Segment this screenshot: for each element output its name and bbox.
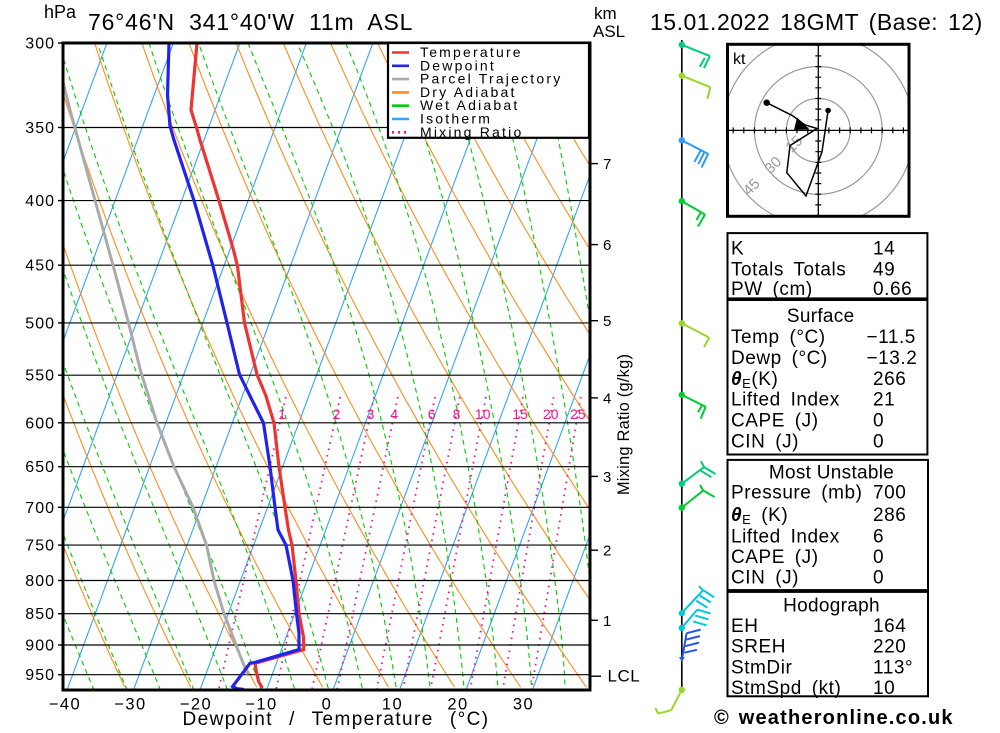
svg-text:5: 5 [603,313,611,330]
svg-text:14: 14 [873,238,895,259]
svg-text:750: 750 [25,538,55,555]
svg-text:CAPE (J): CAPE (J) [731,547,819,568]
svg-text:113°: 113° [873,658,913,679]
svg-text:0: 0 [873,410,884,431]
svg-text:Wet Adiabat: Wet Adiabat [420,97,519,113]
svg-text:21: 21 [873,390,895,411]
svg-text:700: 700 [25,500,55,517]
svg-text:StmDir: StmDir [731,658,792,679]
svg-text:1: 1 [603,613,611,630]
svg-text:Pressure (mb): Pressure (mb) [731,483,863,504]
svg-text:164: 164 [873,616,906,637]
svg-text:−30: −30 [114,696,147,714]
svg-text:−20: −20 [180,696,213,714]
svg-text:Most Unstable: Most Unstable [769,463,894,484]
svg-text:K: K [731,238,744,259]
svg-text:Lifted Index: Lifted Index [731,390,840,411]
svg-text:20: 20 [447,696,468,714]
svg-text:Dewpoint / Temperature (°C): Dewpoint / Temperature (°C) [183,709,490,730]
svg-text:25: 25 [570,406,586,422]
svg-text:Temp (°C): Temp (°C) [731,327,826,348]
svg-text:0: 0 [873,547,884,568]
svg-text:Dry Adiabat: Dry Adiabat [420,84,517,100]
svg-text:ASL: ASL [593,22,625,41]
svg-text:kt: kt [733,51,746,68]
svg-text:650: 650 [25,459,55,476]
svg-text:Lifted Index: Lifted Index [731,526,840,547]
svg-text:Parcel Trajectory: Parcel Trajectory [420,71,562,87]
svg-text:Dewp (°C): Dewp (°C) [731,348,828,369]
svg-text:850: 850 [25,606,55,623]
svg-text:0: 0 [873,568,884,589]
svg-text:CAPE (J): CAPE (J) [731,410,819,431]
svg-text:4: 4 [603,390,611,407]
svg-text:900: 900 [25,638,55,655]
svg-text:Totals Totals: Totals Totals [731,259,846,280]
svg-text:EH: EH [731,616,759,637]
svg-text:30: 30 [513,696,534,714]
svg-text:3: 3 [367,406,375,422]
svg-text:CIN (J): CIN (J) [731,568,799,589]
svg-text:400: 400 [25,193,55,210]
svg-text:6: 6 [603,237,611,254]
svg-text:300: 300 [25,36,55,53]
svg-text:700: 700 [873,483,906,504]
svg-text:6: 6 [428,406,436,422]
svg-text:Surface: Surface [787,306,855,327]
svg-text:3: 3 [603,469,611,486]
svg-text:800: 800 [25,573,55,590]
svg-text:PW (cm): PW (cm) [731,279,813,300]
svg-text:2: 2 [333,406,341,422]
svg-text:LCL: LCL [608,667,641,686]
svg-text:hPa: hPa [44,2,77,22]
svg-text:450: 450 [25,258,55,275]
svg-text:20: 20 [543,406,559,422]
svg-text:Temperature: Temperature [420,44,523,60]
svg-text:600: 600 [25,415,55,432]
svg-text:−40: −40 [49,696,82,714]
svg-text:49: 49 [873,259,895,280]
svg-text:0.66: 0.66 [873,279,912,300]
svg-text:286: 286 [873,505,906,526]
svg-text:CIN (J): CIN (J) [731,431,799,452]
svg-text:10: 10 [475,406,491,422]
svg-text:7: 7 [603,156,611,173]
svg-text:θE (K): θE (K) [731,505,788,527]
svg-text:500: 500 [25,315,55,332]
svg-text:0: 0 [322,696,333,714]
svg-text:10: 10 [382,696,403,714]
svg-text:350: 350 [25,120,55,137]
svg-text:8: 8 [453,406,461,422]
svg-text:Mixing Ratio: Mixing Ratio [420,124,523,140]
svg-text:15.01.2022 18GMT (Base: 12): 15.01.2022 18GMT (Base: 12) [650,9,983,35]
svg-text:−10: −10 [245,696,278,714]
svg-text:−13.2: −13.2 [867,348,918,369]
svg-text:Isotherm: Isotherm [420,111,492,127]
svg-text:km: km [594,4,617,23]
svg-text:Dewpoint: Dewpoint [420,57,496,73]
svg-text:−11.5: −11.5 [867,327,916,348]
svg-text:StmSpd (kt): StmSpd (kt) [731,678,841,699]
svg-text:SREH: SREH [731,636,786,657]
svg-text:550: 550 [25,368,55,385]
svg-text:4: 4 [390,406,398,422]
svg-text:950: 950 [25,667,55,684]
svg-text:10: 10 [873,678,895,699]
svg-text:Mixing Ratio (g/kg): Mixing Ratio (g/kg) [615,354,633,495]
svg-text:1: 1 [278,406,286,422]
svg-text:Hodograph: Hodograph [783,596,880,617]
svg-text:2: 2 [603,543,611,560]
svg-text:220: 220 [873,636,906,657]
svg-text:0: 0 [873,431,884,452]
svg-text:15: 15 [512,406,528,422]
svg-text:76°46'N 341°40'W 11m ASL: 76°46'N 341°40'W 11m ASL [88,9,413,35]
svg-text:6: 6 [873,526,884,547]
svg-text:266: 266 [873,369,906,390]
svg-text:θE(K): θE(K) [731,369,778,391]
svg-text:© weatheronline.co.uk: © weatheronline.co.uk [714,707,954,729]
